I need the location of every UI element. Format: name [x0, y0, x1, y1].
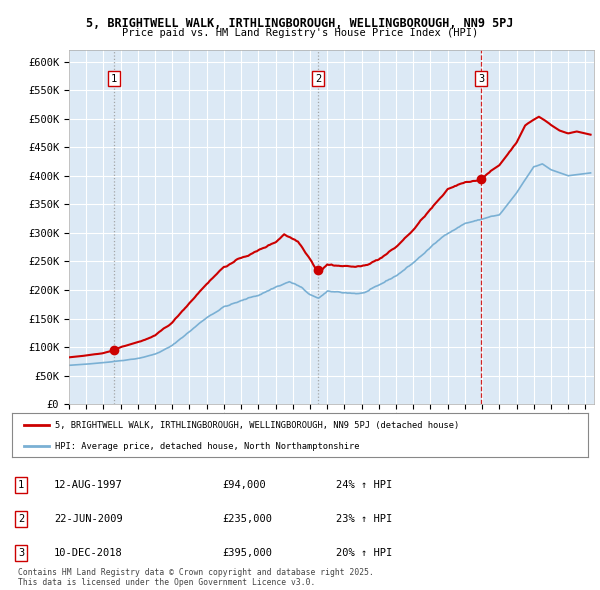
Text: 2: 2: [18, 514, 24, 524]
Text: £235,000: £235,000: [222, 514, 272, 524]
Text: 3: 3: [478, 74, 484, 84]
Text: £395,000: £395,000: [222, 548, 272, 558]
Text: 22-JUN-2009: 22-JUN-2009: [54, 514, 123, 524]
Text: Price paid vs. HM Land Registry's House Price Index (HPI): Price paid vs. HM Land Registry's House …: [122, 28, 478, 38]
Text: 3: 3: [18, 548, 24, 558]
Text: 5, BRIGHTWELL WALK, IRTHLINGBOROUGH, WELLINGBOROUGH, NN9 5PJ: 5, BRIGHTWELL WALK, IRTHLINGBOROUGH, WEL…: [86, 17, 514, 30]
Text: 1: 1: [18, 480, 24, 490]
Text: 1: 1: [111, 74, 117, 84]
Text: 5, BRIGHTWELL WALK, IRTHLINGBOROUGH, WELLINGBOROUGH, NN9 5PJ (detached house): 5, BRIGHTWELL WALK, IRTHLINGBOROUGH, WEL…: [55, 421, 460, 430]
Text: 24% ↑ HPI: 24% ↑ HPI: [336, 480, 392, 490]
Text: Contains HM Land Registry data © Crown copyright and database right 2025.
This d: Contains HM Land Registry data © Crown c…: [18, 568, 374, 587]
Text: HPI: Average price, detached house, North Northamptonshire: HPI: Average price, detached house, Nort…: [55, 442, 360, 451]
Text: 20% ↑ HPI: 20% ↑ HPI: [336, 548, 392, 558]
Text: £94,000: £94,000: [222, 480, 266, 490]
Text: 10-DEC-2018: 10-DEC-2018: [54, 548, 123, 558]
Text: 12-AUG-1997: 12-AUG-1997: [54, 480, 123, 490]
Text: 23% ↑ HPI: 23% ↑ HPI: [336, 514, 392, 524]
Text: 2: 2: [315, 74, 321, 84]
